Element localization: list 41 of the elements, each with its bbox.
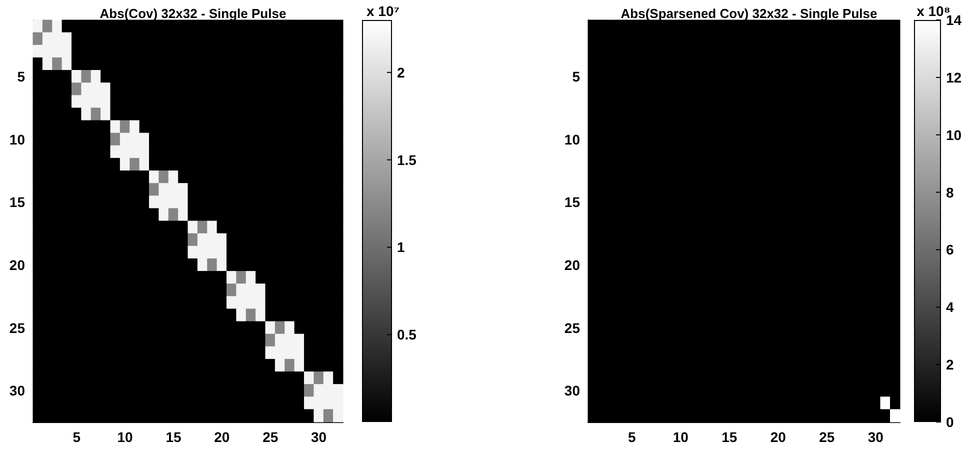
y-tick-label: 20 [564,256,580,273]
x-tick-label: 25 [262,429,278,445]
color-bar-label: 12 [946,69,962,86]
x-tick-label: 5 [628,429,636,445]
y-tick-label: 20 [9,256,26,273]
x-tick-label: 15 [722,429,738,445]
color-bar-label: 4 [946,299,954,316]
y-tick-label: 5 [572,68,580,85]
color-bar-label: 1.5 [397,152,417,168]
colorbar: 0.5 1 1.5 2 x 10⁷ [362,2,426,430]
color-bar-title: x 10⁷ [366,3,400,19]
x-tick-label: 30 [868,429,884,445]
x-tick-label: 25 [819,429,835,445]
color-bar-label: 0.5 [397,326,417,343]
y-tick-label: 10 [564,131,580,148]
color-bar-label: 1 [397,239,405,256]
color-bar-label: 8 [946,184,954,200]
color-bar-label: 14 [946,12,962,28]
color-bar-label: 10 [946,126,962,143]
y-tick-label: 25 [9,320,26,336]
color-bar-label: 2 [397,64,405,80]
color-bar-label: 0 [946,414,954,430]
y-tick-label: 5 [17,68,26,85]
x-tick-label: 10 [117,429,134,445]
x-tick-label: 30 [310,429,327,445]
y-tick-label: 10 [9,131,26,148]
y-tick-label: 30 [9,382,26,399]
y-tick-label: 30 [564,382,580,399]
color-bar-label: 6 [946,242,954,258]
x-tick-label: 5 [72,429,81,445]
x-tick-label: 20 [214,429,230,445]
x-tick-label: 20 [770,429,786,445]
y-tick-label: 15 [564,194,580,210]
x-tick-label: 10 [672,429,689,445]
colorbar: 0 2 4 6 8 10 12 14 x 10⁸ [914,2,975,430]
color-bar-label: 2 [946,356,954,373]
y-tick-label: 15 [9,194,26,210]
y-tick-label: 25 [564,320,580,336]
chart-title: Abs(Sparsened Cov) 32x32 - Single Pulse [620,6,878,21]
chart-title: Abs(Cov) 32x32 - Single Pulse [100,6,286,21]
x-tick-label: 15 [166,429,182,445]
